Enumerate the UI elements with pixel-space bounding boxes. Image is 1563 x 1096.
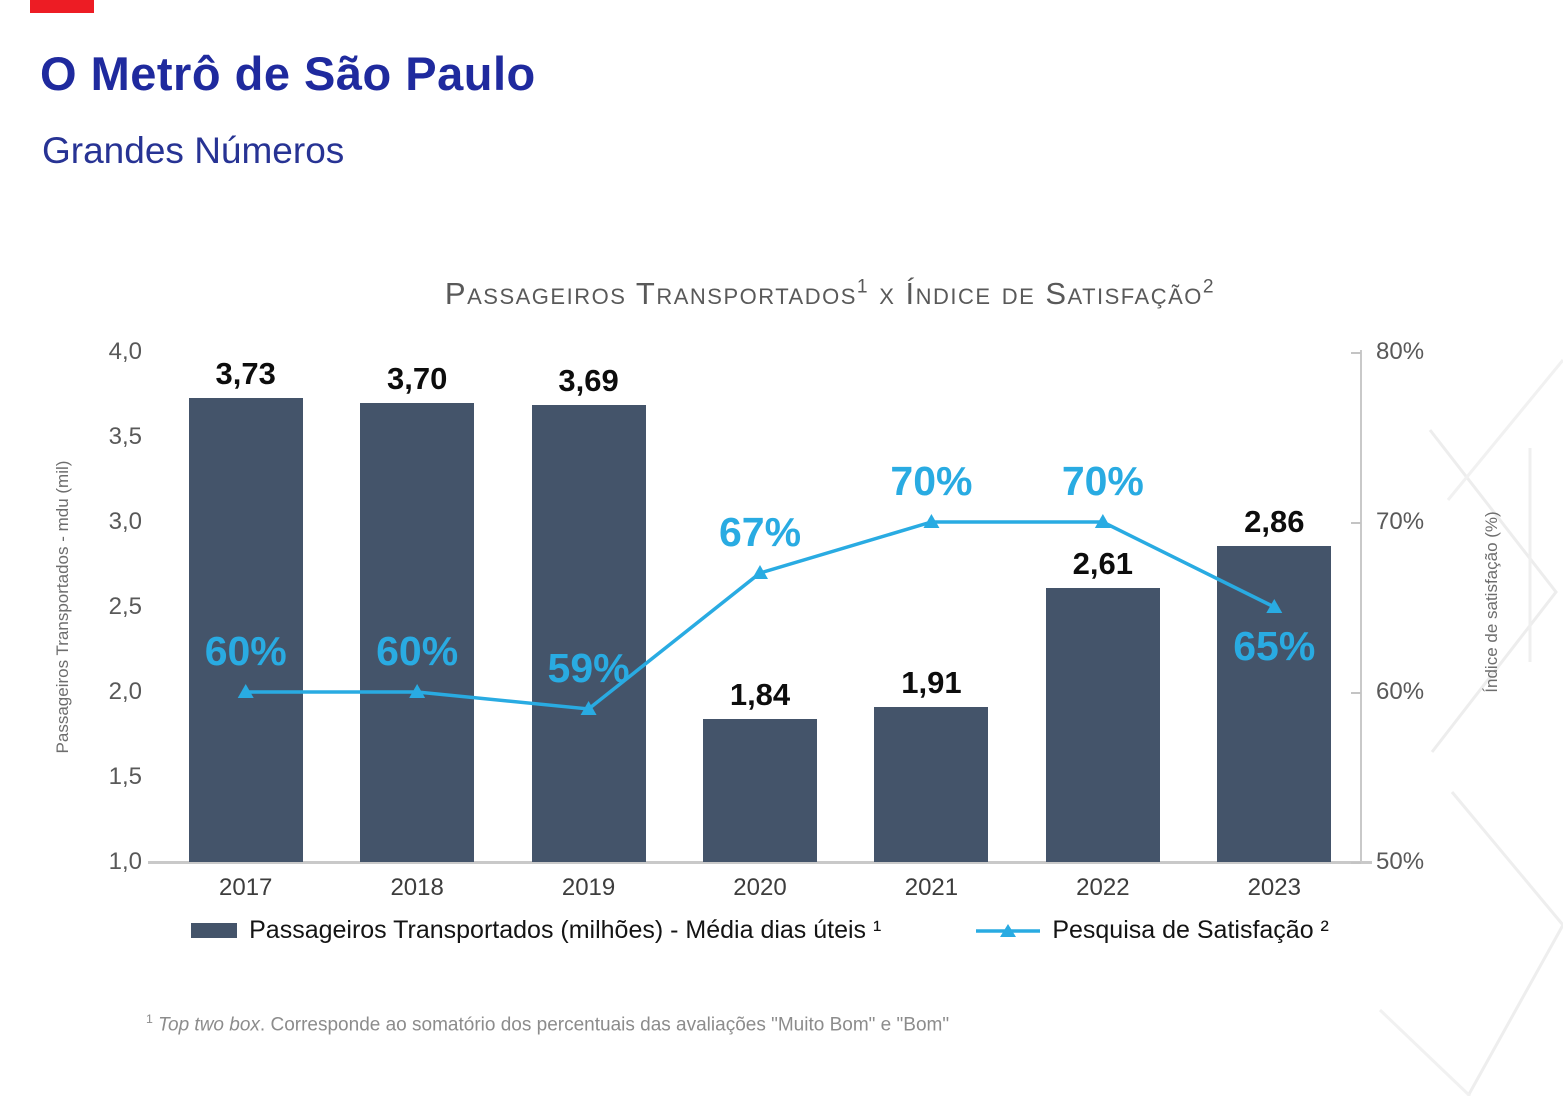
y-tick-left: 1,5 [108,763,142,790]
legend-item-bars: Passageiros Transportados (milhões) - Mé… [191,916,881,945]
bar-value-label: 3,73 [215,355,276,391]
y-tick-left: 2,0 [108,678,142,705]
plot-area: 3,73 3,70 3,69 1,84 1,91 2,61 2,86 60% 60% 59% 67%… [160,352,1360,862]
percent-label: 60% [204,628,287,674]
x-tick-label: 2020 [733,874,787,901]
y-tick-left: 3,5 [108,423,142,450]
y-tick-right: 50% [1376,848,1425,875]
percent-label: 70% [890,458,973,504]
bar-value-label: 2,86 [1244,503,1305,539]
bar-value-label: 2,61 [1072,546,1134,582]
x-tick-label: 2019 [561,874,616,901]
footnote-sup: 1 [146,1012,153,1026]
right-axis-tick [1351,352,1361,354]
red-accent-mark [30,0,94,13]
page-subtitle: Grandes Números [42,130,345,171]
line-marker-icon [752,565,768,579]
page-title: O Metrô de São Paulo [40,47,536,100]
legend-item-line: Pesquisa de Satisfação ² [976,916,1329,945]
percent-label: 67% [718,509,802,555]
line-marker-icon [237,684,254,698]
bar [874,707,989,862]
bar [1217,545,1332,862]
x-tick-label: 2023 [1247,874,1301,901]
percent-label: 59% [547,645,630,691]
right-axis-tick [1351,522,1361,524]
chart-title-mid: x [869,276,906,311]
bar [703,719,817,862]
bar-value-label: 1,84 [729,677,791,713]
x-tick-label: 2017 [219,874,273,901]
bar-value-label: 3,69 [558,362,619,398]
y-tick-left: 2,5 [108,593,142,620]
x-tick-label: 2022 [1076,874,1130,901]
chart-title: Passageiros Transportados1 x Índice de S… [160,276,1500,312]
bar-series-swatch-icon [191,923,238,938]
footnote-italic: Top two box [158,1014,260,1036]
percent-label: 60% [376,628,459,674]
line-marker-icon [923,514,940,528]
bar-value-label: 3,70 [386,361,448,396]
legend: Passageiros Transportados (milhões) - Mé… [160,916,1360,945]
y-tick-right: 60% [1376,678,1425,705]
y-tick-right: 80% [1376,338,1425,365]
chart-title-text: Passageiros Transportados [444,276,857,311]
chart-title-text2: Índice de Satisfação [905,276,1203,311]
y-tick-right: 70% [1376,508,1425,535]
legend-line-label: Pesquisa de Satisfação ² [1052,916,1329,944]
x-axis-line [148,861,1372,864]
x-tick-label: 2018 [390,874,444,901]
x-tick-label: 2021 [904,874,959,901]
line-series-swatch-icon [976,923,1041,937]
y-tick-left: 4,0 [108,338,142,365]
satisfaction-line [237,514,1283,715]
bar [188,397,303,862]
right-axis-title: Índice de satisfação (%) [1482,511,1501,693]
right-axis-line [1360,350,1362,864]
bar [531,404,646,862]
percent-label: 65% [1233,623,1316,669]
legend-bars-label: Passageiros Transportados (milhões) - Mé… [249,916,882,944]
right-axis-tick [1351,692,1361,694]
chart-title-sup1: 1 [856,276,870,298]
footnote: 1 Top two box. Corresponde ao somatório … [146,1012,1146,1036]
footnote-rest: . Corresponde ao somatório dos percentua… [259,1014,950,1036]
bar [1045,588,1160,862]
percent-label: 70% [1061,458,1144,504]
chart-title-sup2: 2 [1202,276,1216,298]
line-marker-icon [580,701,597,715]
right-axis-tick [1351,862,1361,864]
line-marker-icon [409,684,426,698]
y-tick-left: 1,0 [108,848,142,875]
line-marker-icon [1094,514,1111,528]
line-marker-icon [1266,599,1283,613]
bar-value-label: 1,91 [901,665,962,701]
y-tick-left: 3,0 [108,508,142,535]
bar [360,403,475,862]
